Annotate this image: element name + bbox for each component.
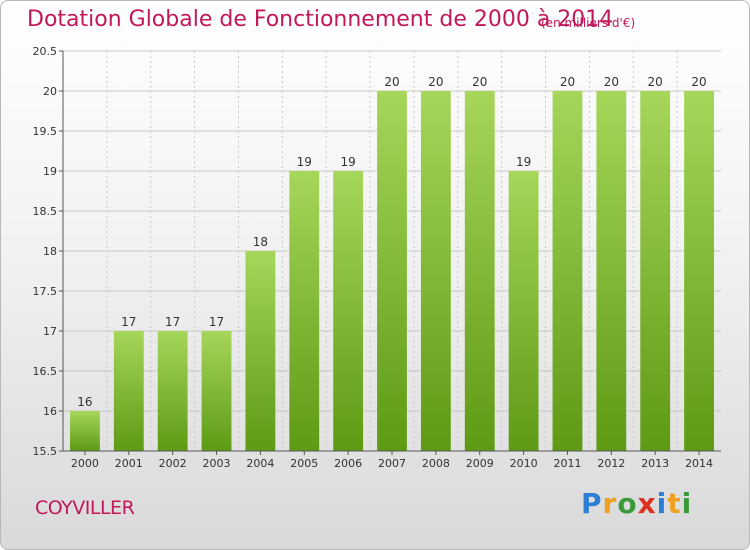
data-label: 20 [648,75,663,89]
data-label: 20 [604,75,619,89]
logo-letter: r [602,487,618,520]
bar [552,91,583,451]
x-tick-label: 2011 [553,457,581,470]
data-label: 20 [472,75,487,89]
data-label: 20 [691,75,706,89]
logo-letter: i [681,487,693,520]
bar [377,91,407,451]
data-label: 20 [560,75,575,89]
x-tick-label: 2009 [466,457,494,470]
data-label: 17 [165,315,180,329]
bar [113,331,144,451]
chart-title: Dotation Globale de Fonctionnement de 20… [27,7,614,32]
data-labels: 16 17 17 17 18 19 19 20 20 20 19 20 20 20 20 [77,75,706,409]
y-tick-label: 18.5 [33,205,58,218]
bar [684,91,714,451]
y-tick-label: 16 [43,405,57,418]
y-tick-label: 19.5 [33,125,58,138]
bar [245,251,276,451]
logo-letter: x [637,487,657,520]
y-tick-label: 15.5 [33,445,58,458]
y-tick-label: 16.5 [33,365,58,378]
proxiti-logo: Proxiti [581,487,692,520]
bar [201,331,232,451]
bar [508,171,539,451]
bar [420,91,451,451]
x-tick-label: 2002 [159,457,187,470]
x-tick-label: 2000 [71,457,99,470]
commune-name: COYVILLER [35,497,135,519]
y-tick-label: 17 [43,325,57,338]
bar [157,331,188,451]
bar [70,411,100,451]
bar [333,171,364,451]
logo-letter: o [617,487,638,520]
bar [464,91,495,451]
x-tick-label: 2006 [334,457,362,470]
bars [70,91,714,451]
y-tick-label: 18 [43,245,57,258]
y-tick-label: 19 [43,165,57,178]
data-label: 19 [516,155,531,169]
axes: 15.5 16 16.5 17 17.5 18 18.5 19 19.5 20 20.5 2000 20… [33,45,721,470]
x-tick-label: 2005 [290,457,318,470]
x-tick-label: 2004 [246,457,274,470]
bar [596,91,627,451]
x-tick-label: 2008 [422,457,450,470]
data-label: 20 [384,75,399,89]
x-tick-label: 2012 [597,457,625,470]
y-tick-label: 17.5 [33,285,58,298]
data-label: 18 [253,235,268,249]
data-label: 19 [297,155,312,169]
data-label: 17 [121,315,136,329]
unit-note: (en milliers d'€) [541,16,636,30]
x-tick-label: 2001 [115,457,143,470]
data-label: 17 [209,315,224,329]
x-tick-label: 2010 [510,457,538,470]
x-tick-label: 2003 [203,457,231,470]
x-tick-label: 2013 [641,457,669,470]
logo-letter: t [667,487,682,520]
data-label: 20 [428,75,443,89]
bar [640,91,671,451]
data-label: 16 [77,395,92,409]
logo-letter: P [581,487,603,520]
x-tick-label: 2014 [685,457,713,470]
x-tick-label: 2007 [378,457,406,470]
data-label: 19 [340,155,355,169]
logo-letter: i [656,487,668,520]
y-tick-label: 20 [43,85,57,98]
y-tick-label: 20.5 [33,45,58,58]
bar [289,171,320,451]
